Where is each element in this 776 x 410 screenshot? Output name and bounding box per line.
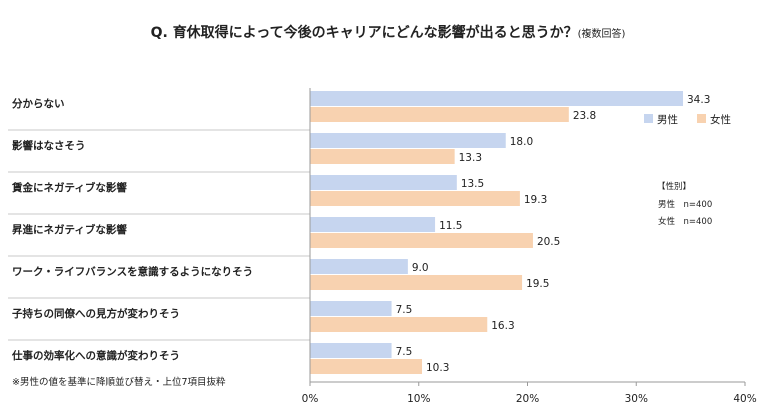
data-label: 10.3 [426, 362, 449, 374]
sample-note-line: 女性 n=400 [658, 216, 712, 227]
bar-male [310, 175, 457, 190]
category-label: 分からない [12, 97, 65, 110]
data-label: 9.0 [412, 262, 429, 274]
bar-female [310, 107, 569, 122]
chart-title: Q. 育休取得によって今後のキャリアにどんな影響が出ると思うか？(複数回答) [0, 22, 776, 42]
category-label: 賃金にネガティブな影響 [11, 181, 127, 194]
data-label: 16.3 [491, 320, 514, 332]
bar-female [310, 317, 488, 332]
category-label: 仕事の効率化への意識が変わりそう [11, 349, 180, 362]
x-tick-label: 10% [407, 393, 430, 405]
data-label: 13.5 [461, 178, 484, 190]
bar-female [310, 359, 423, 374]
legend-label-female: 女性 [710, 113, 731, 126]
data-label: 19.3 [524, 194, 547, 206]
category-label: 子持ちの同僚への見方が変わりそう [12, 307, 180, 320]
category-label: 昇進にネガティブな影響 [12, 223, 127, 236]
chart-title-note: (複数回答) [577, 29, 626, 40]
bar-female [310, 191, 520, 206]
bar-male [310, 259, 408, 274]
bar-female [310, 233, 533, 248]
data-label: 7.5 [396, 304, 413, 316]
category-label: ワーク・ライフバランスを意識するようになりそう [12, 265, 253, 278]
bar-male [310, 133, 506, 148]
data-label: 18.0 [510, 136, 533, 148]
data-label: 20.5 [537, 236, 560, 248]
data-label: 7.5 [396, 346, 413, 358]
x-tick-label: 40% [733, 393, 756, 405]
bar-male [310, 217, 436, 232]
bar-male [310, 91, 684, 106]
x-tick-label: 0% [302, 393, 319, 405]
footnote: ※男性の値を基準に降順並び替え・上位7項目抜粋 [12, 376, 226, 388]
bar-male [310, 343, 392, 358]
data-label: 23.8 [573, 110, 596, 122]
legend-label-male: 男性 [657, 113, 678, 126]
sample-note-heading: 【性別】 [657, 181, 691, 192]
category-label: 影響はなさそう [12, 139, 86, 152]
bar-male [310, 301, 392, 316]
data-label: 19.5 [526, 278, 549, 290]
chart-title-main: Q. 育休取得によって今後のキャリアにどんな影響が出ると思うか？ [150, 25, 578, 41]
sample-note-line: 男性 n=400 [658, 199, 712, 210]
bar-female [310, 275, 523, 290]
legend-swatch-female [697, 114, 706, 123]
x-tick-label: 30% [625, 393, 648, 405]
data-label: 34.3 [687, 94, 710, 106]
data-label: 13.3 [459, 152, 482, 164]
x-tick-label: 20% [516, 393, 539, 405]
legend-swatch-male [644, 114, 653, 123]
data-label: 11.5 [439, 220, 462, 232]
bar-female [310, 149, 455, 164]
